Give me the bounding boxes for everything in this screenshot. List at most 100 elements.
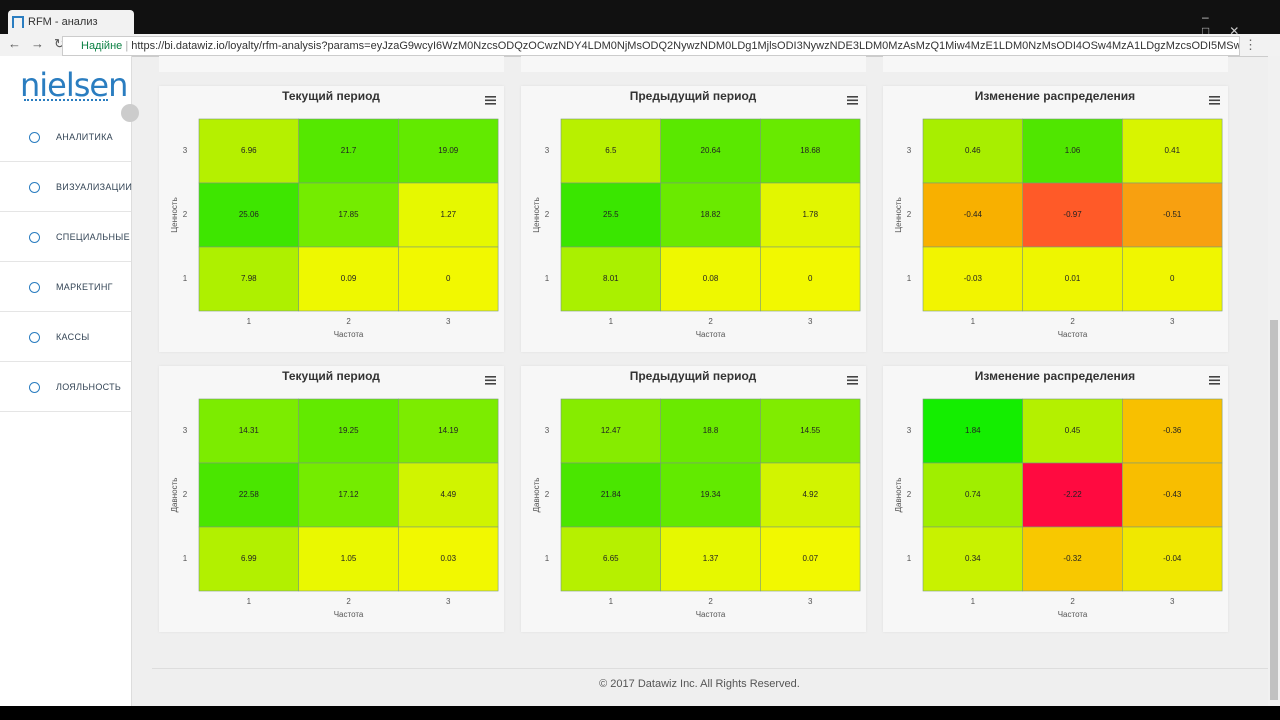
menu-icon-bar [485, 379, 496, 382]
cell-label: 21.7 [341, 146, 357, 155]
omnibox[interactable]: Надійне | https://bi.datawiz.io/loyalty/… [62, 36, 1240, 56]
x-tick-label: 3 [446, 597, 451, 606]
cell-label: 14.55 [800, 426, 821, 435]
cell-label: 0.34 [965, 554, 981, 563]
cell-label: 8.01 [603, 274, 619, 283]
cell-label: 14.19 [438, 426, 459, 435]
menu-icon-bar [485, 99, 496, 102]
cell-label: 0.09 [341, 274, 357, 283]
menu-icon-bar [847, 96, 858, 98]
menu-icon [29, 132, 40, 143]
heatmap-cell [760, 526, 861, 592]
menu-icon-bar [847, 383, 858, 385]
x-tick-label: 1 [247, 317, 252, 326]
heatmap-cell [760, 118, 861, 184]
heatmap-cell [1122, 398, 1223, 464]
tab-strip: RFM - анализ –□✕ [0, 0, 1280, 38]
heatmap-cell [298, 246, 399, 312]
heatmap: Изменение распределения 1.84 0.45 -0.36 0.74… [894, 369, 1223, 619]
heatmap-cell [560, 246, 661, 312]
heatmap-cell [398, 526, 499, 592]
menu-item[interactable]: ЛОЯЛЬНОСТЬ [0, 363, 131, 412]
favicon [12, 16, 24, 28]
heatmap-cell [760, 182, 861, 248]
x-tick-label: 2 [708, 597, 713, 606]
cell-label: 6.65 [603, 554, 619, 563]
x-tick-label: 1 [971, 317, 976, 326]
panel-title: Предыдущий период [630, 89, 757, 103]
y-tick-label: 3 [907, 426, 912, 435]
x-tick-label: 2 [708, 317, 713, 326]
cell-label: 1.05 [341, 554, 357, 563]
menu-icon-bar [1209, 99, 1220, 102]
cell-label: 1.06 [1065, 146, 1081, 155]
footer: © 2017 Datawiz Inc. All Rights Reserved. [599, 678, 800, 690]
menu-item[interactable]: АНАЛИТИКА [0, 113, 131, 162]
cell-label: 22.58 [239, 490, 260, 499]
heatmap-cell [198, 398, 299, 464]
cell-label: 0 [1170, 274, 1175, 283]
scrollbar[interactable] [1268, 56, 1280, 706]
cell-label: 21.84 [601, 490, 622, 499]
menu-icon [29, 382, 40, 393]
cell-label: 4.92 [802, 490, 818, 499]
menu-item[interactable]: КАССЫ [0, 313, 131, 362]
heatmap-panel: Текущий период 14.31 19.25 14.19 22.58 17.12 4… [159, 366, 504, 632]
heatmap-cell [922, 526, 1023, 592]
menu-icon [29, 282, 40, 293]
cell-label: -0.32 [1063, 554, 1082, 563]
y-tick-label: 3 [183, 426, 188, 435]
heatmap-panel: Изменение распределения 1.84 0.45 -0.36 0.74… [883, 366, 1228, 632]
heatmap-cell [560, 398, 661, 464]
menu-item[interactable]: СПЕЦИАЛЬНЫЕ [0, 213, 131, 262]
heatmap-cell [1022, 398, 1123, 464]
cell-label: 0 [808, 274, 813, 283]
y-tick-label: 1 [183, 554, 188, 563]
y-tick-label: 1 [545, 554, 550, 563]
heatmap-cell [560, 462, 661, 528]
cell-label: 0.46 [965, 146, 981, 155]
cell-label: -0.44 [964, 210, 983, 219]
heatmap-cell [560, 118, 661, 184]
menu-icon [29, 332, 40, 343]
menu-item[interactable]: МАРКЕТИНГ [0, 263, 131, 312]
x-tick-label: 3 [808, 317, 813, 326]
x-tick-label: 2 [346, 597, 351, 606]
x-tick-label: 1 [609, 317, 614, 326]
x-tick-label: 3 [1170, 597, 1175, 606]
cell-label: 19.09 [438, 146, 459, 155]
cell-label: 6.96 [241, 146, 257, 155]
cell-label: 12.47 [601, 426, 622, 435]
cell-label: 0.01 [1065, 274, 1081, 283]
heatmap-cell [298, 526, 399, 592]
secure-label: Надійне [81, 40, 123, 52]
logo-dots [24, 99, 108, 103]
heatmap-cell [760, 398, 861, 464]
x-axis-label: Частота [1058, 610, 1088, 619]
heatmap-cell [660, 526, 761, 592]
y-tick-label: 2 [907, 210, 912, 219]
heatmap-cell [922, 398, 1023, 464]
cell-label: 0.74 [965, 490, 981, 499]
menu-icon [29, 182, 40, 193]
collapse-toggle[interactable] [121, 104, 139, 122]
heatmap: Предыдущий период 12.47 18.8 14.55 21.84 19.3… [532, 369, 861, 619]
x-tick-label: 2 [1070, 597, 1075, 606]
heatmap-cell [398, 398, 499, 464]
menu-item[interactable]: ВИЗУАЛИЗАЦИИ [0, 163, 132, 212]
panel-title: Изменение распределения [975, 369, 1135, 383]
cell-label: 19.25 [339, 426, 360, 435]
tab[interactable]: RFM - анализ [8, 10, 134, 34]
scroll-thumb[interactable] [1270, 320, 1278, 700]
menu-button[interactable]: ⋮ [1244, 37, 1257, 52]
x-axis-label: Частота [696, 330, 726, 339]
menu-icon-bar [1209, 379, 1220, 382]
menu-icon-bar [847, 376, 858, 378]
heatmap-cell [398, 182, 499, 248]
cell-label: 6.5 [605, 146, 617, 155]
nav-buttons[interactable]: ←→↻ [8, 36, 75, 51]
x-tick-label: 3 [1170, 317, 1175, 326]
heatmap-cell [922, 182, 1023, 248]
heatmap-cell [660, 246, 761, 312]
cell-label: -0.51 [1163, 210, 1182, 219]
